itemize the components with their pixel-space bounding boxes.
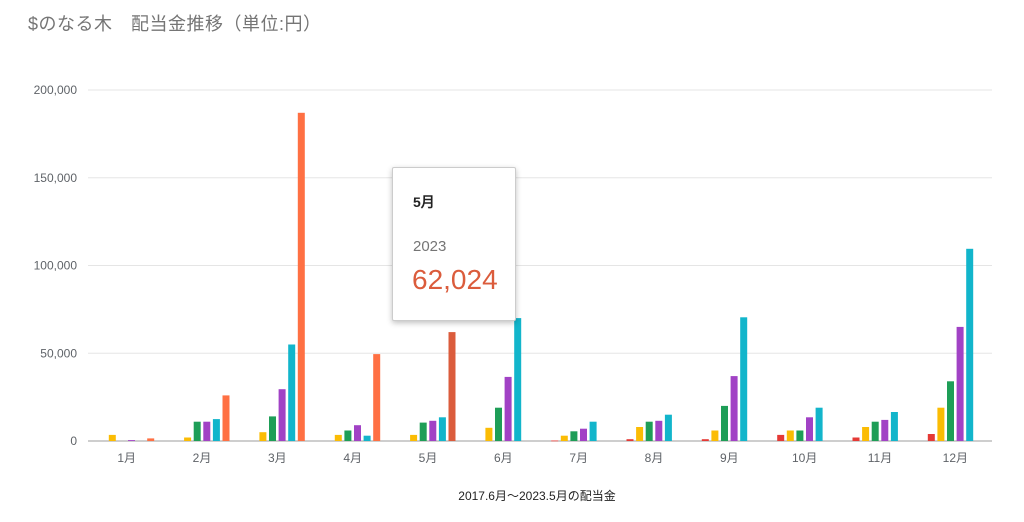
x-tick-label: 7月 — [569, 451, 588, 465]
bar[interactable] — [363, 435, 371, 441]
bar[interactable] — [147, 438, 155, 441]
bar[interactable] — [373, 354, 381, 441]
tooltip: 5月 2023 62,024 — [392, 167, 516, 321]
bar[interactable] — [636, 427, 644, 441]
bar[interactable] — [222, 395, 230, 441]
bar[interactable] — [514, 318, 522, 441]
bar[interactable] — [966, 248, 974, 441]
y-axis-ticks: 0 50,000 100,000 150,000 200,000 — [34, 83, 78, 448]
x-tick-label: 11月 — [868, 451, 892, 465]
x-tick-label: 4月 — [343, 451, 362, 465]
bar[interactable] — [203, 421, 211, 441]
x-tick-label: 10月 — [792, 451, 817, 465]
bar[interactable] — [259, 432, 267, 441]
bar[interactable] — [786, 430, 794, 442]
x-tick-label: 12月 — [943, 451, 968, 465]
bar[interactable] — [288, 344, 296, 442]
bar[interactable] — [796, 430, 804, 442]
bar[interactable] — [956, 326, 964, 441]
y-tick-label: 200,000 — [34, 83, 78, 97]
bar[interactable] — [871, 421, 879, 441]
bar[interactable] — [269, 416, 276, 441]
bar[interactable] — [128, 440, 135, 441]
chart-title: $のなる木 配当金推移（単位:円） — [28, 14, 322, 34]
bar[interactable] — [184, 437, 192, 442]
bar[interactable] — [589, 421, 597, 441]
x-axis-label: 2017.6月〜2023.5月の配当金 — [458, 488, 615, 503]
bar[interactable] — [806, 417, 813, 441]
x-tick-label: 2月 — [193, 451, 212, 465]
bar[interactable] — [890, 412, 898, 441]
bar[interactable] — [626, 439, 634, 441]
bar[interactable] — [947, 381, 954, 441]
y-tick-label: 50,000 — [40, 346, 77, 360]
y-tick-label: 100,000 — [34, 259, 78, 273]
bar[interactable] — [862, 427, 870, 441]
bar[interactable] — [740, 317, 748, 441]
bar[interactable] — [495, 407, 502, 441]
bar[interactable] — [212, 419, 220, 441]
x-tick-label: 6月 — [494, 451, 513, 465]
x-tick-label: 1月 — [117, 451, 136, 465]
bar[interactable] — [645, 421, 653, 441]
bar[interactable] — [881, 419, 889, 441]
bar[interactable] — [580, 428, 587, 441]
gridlines — [88, 89, 992, 442]
x-tick-label: 5月 — [419, 451, 438, 465]
bar[interactable] — [410, 434, 418, 441]
y-tick-label: 150,000 — [34, 171, 78, 185]
bar[interactable] — [334, 434, 342, 441]
x-tick-label: 9月 — [720, 451, 739, 465]
bar[interactable] — [193, 421, 201, 441]
bar[interactable] — [560, 435, 568, 441]
bars — [108, 112, 974, 442]
bar[interactable] — [297, 112, 305, 442]
bar[interactable] — [278, 389, 286, 441]
x-tick-label: 3月 — [268, 451, 287, 465]
x-tick-label: 8月 — [645, 451, 664, 465]
bar[interactable] — [927, 434, 935, 441]
bar[interactable] — [108, 434, 116, 441]
bar[interactable] — [730, 376, 738, 441]
bar[interactable] — [711, 430, 719, 442]
bar[interactable] — [448, 332, 456, 441]
x-axis-ticks: 1月 2月 3月 4月 5月 6月 7月 8月 9月 10月 11月 12月 — [117, 451, 968, 465]
bar[interactable] — [419, 422, 427, 441]
bar[interactable] — [852, 437, 860, 442]
bar[interactable] — [701, 439, 709, 441]
tooltip-category: 5月 — [413, 194, 435, 210]
bar[interactable] — [344, 430, 352, 442]
bar[interactable] — [551, 440, 559, 442]
bar[interactable] — [504, 376, 512, 441]
bar[interactable] — [485, 427, 493, 441]
bar[interactable] — [438, 417, 446, 441]
tooltip-series: 2023 — [413, 238, 447, 255]
y-tick-label: 0 — [70, 434, 77, 448]
bar[interactable] — [815, 407, 823, 441]
bar[interactable] — [354, 425, 361, 441]
tooltip-value: 62,024 — [412, 264, 498, 295]
bar[interactable] — [937, 407, 945, 441]
bar[interactable] — [777, 434, 785, 441]
bar[interactable] — [721, 405, 728, 441]
bar[interactable] — [429, 420, 437, 441]
bar[interactable] — [655, 420, 663, 441]
bar[interactable] — [664, 414, 672, 441]
bar[interactable] — [570, 431, 578, 441]
